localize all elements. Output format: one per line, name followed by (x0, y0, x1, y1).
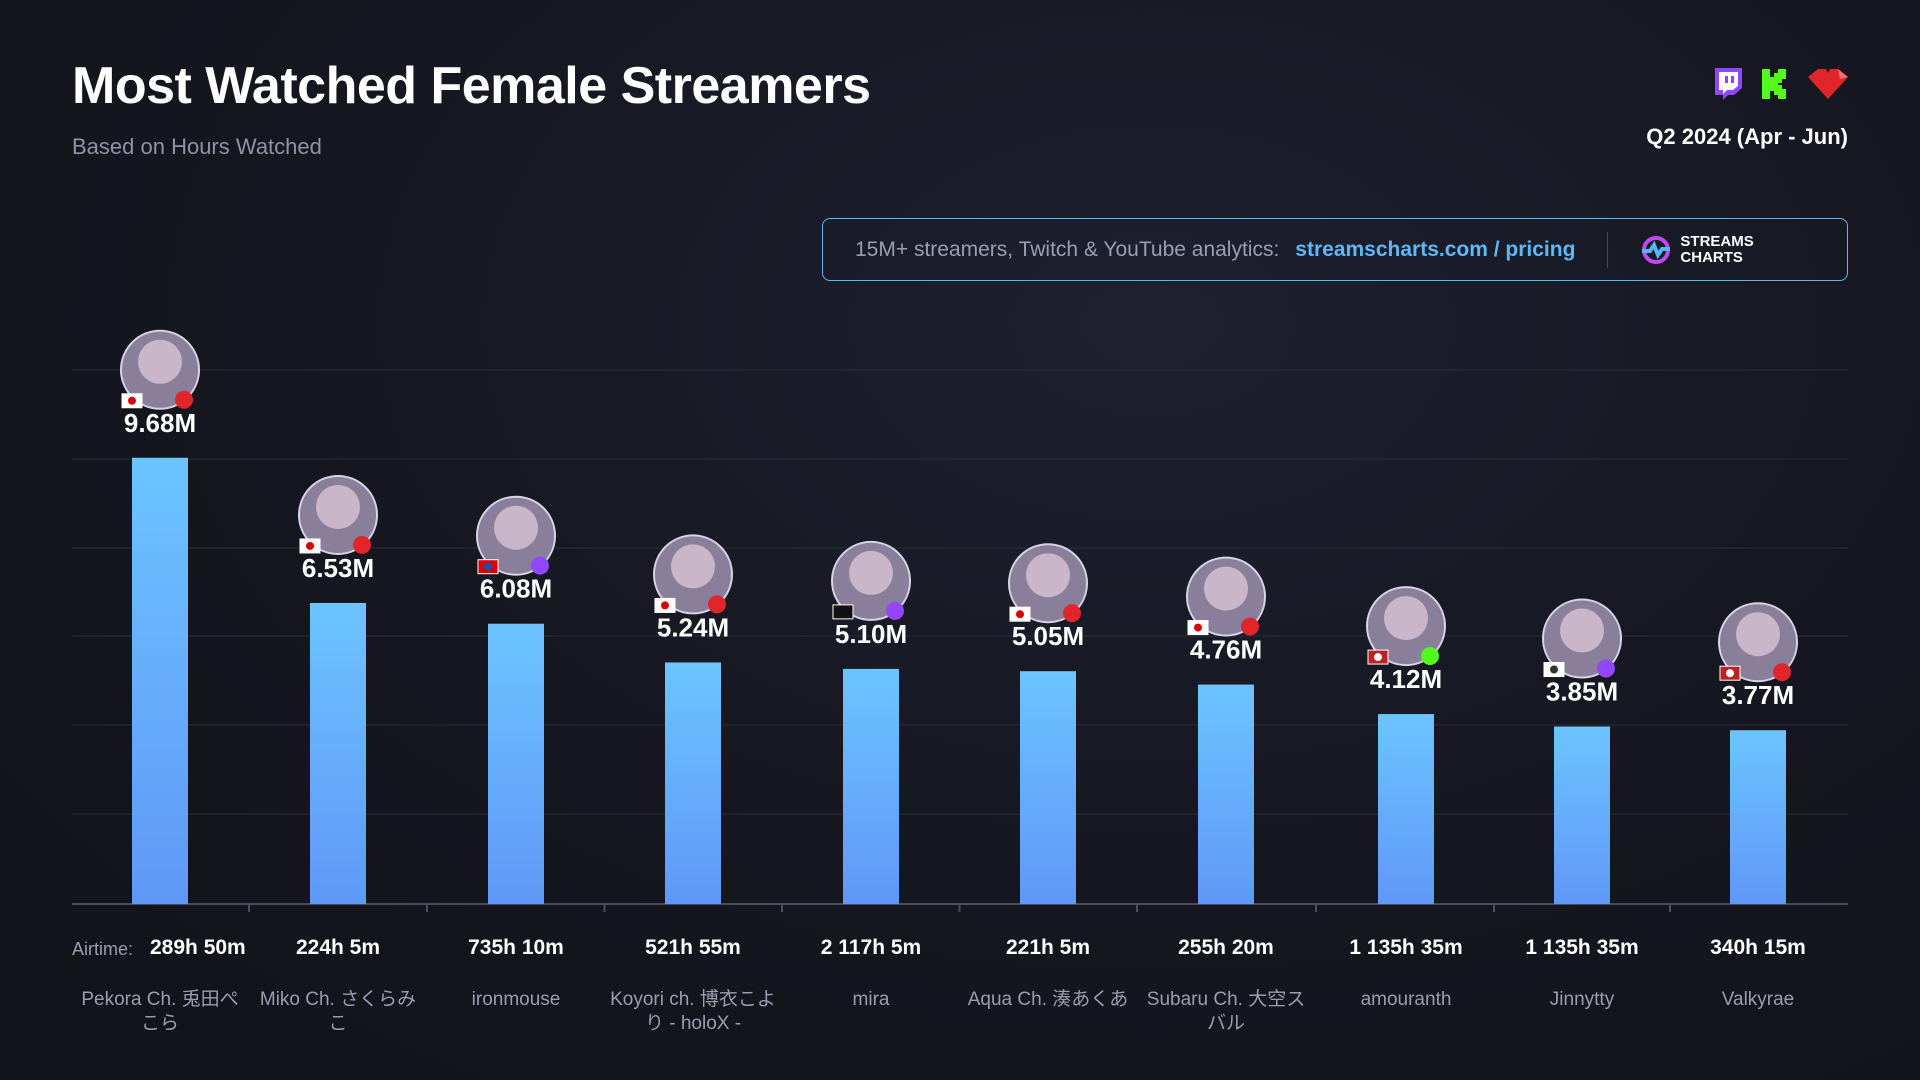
airtime-value: 255h 20m (1178, 936, 1274, 959)
youtube-icon (708, 595, 726, 614)
country-flag-icon (832, 604, 854, 620)
value-label: 3.77M (1722, 680, 1794, 710)
value-label: 3.85M (1546, 677, 1618, 707)
country-flag-icon (1543, 662, 1565, 678)
period-label: Q2 2024 (Apr - Jun) (1646, 124, 1848, 149)
avatar-face (316, 484, 360, 529)
bar[interactable] (1198, 684, 1254, 904)
logo-text: STREAMS CHARTS (1680, 232, 1754, 266)
avatar-face (1204, 566, 1248, 611)
twitch-icon (886, 601, 904, 620)
pricing-link[interactable]: streamscharts.com / pricing (1295, 237, 1576, 261)
streamer-name[interactable]: Miko Ch. さくらみこ (259, 989, 417, 1034)
avatar-face (1560, 608, 1604, 653)
airtime-value: 224h 5m (295, 936, 381, 959)
value-label: 5.10M (835, 619, 907, 649)
promo-banner[interactable]: 15M+ streamers, Twitch & YouTube analyti… (822, 218, 1848, 281)
value-label: 6.08M (480, 574, 552, 604)
streamer-name[interactable]: Aqua Ch. 湊あくあ (967, 989, 1129, 1010)
value-label: 4.12M (1370, 664, 1442, 694)
country-flag-icon (1719, 665, 1741, 681)
country-flag-icon (1187, 620, 1209, 636)
streamer-name[interactable]: Koyori ch. 博衣こより - holoX - (610, 989, 776, 1034)
country-flag-icon (654, 597, 676, 613)
streamer-name[interactable]: amouranth (1360, 989, 1452, 1010)
avatar-face (849, 550, 893, 595)
value-label: 4.76M (1190, 635, 1262, 665)
platform-icons (1712, 68, 1848, 100)
kick-icon (1421, 647, 1439, 666)
twitch-icon (531, 556, 549, 575)
kick-icon (1762, 69, 1786, 99)
page-subtitle: Based on Hours Watched (72, 134, 322, 159)
value-label: 9.68M (124, 408, 196, 438)
avatar-face (671, 544, 715, 589)
bar[interactable] (488, 623, 544, 904)
bar[interactable] (665, 662, 721, 904)
airtime-value: 340h 15m (1710, 936, 1806, 959)
youtube-icon (1808, 69, 1848, 99)
value-label: 5.05M (1012, 621, 1084, 651)
country-flag-icon (1009, 606, 1031, 622)
streams-charts-logo-icon (1642, 235, 1671, 264)
bar[interactable] (1378, 714, 1434, 904)
airtime-value: 289h 50m (150, 936, 246, 959)
avatar-face (494, 505, 538, 550)
airtime-value: 1 135h 35m (1349, 936, 1463, 959)
bar[interactable] (132, 457, 188, 904)
avatar-face (1384, 596, 1428, 641)
youtube-icon (1241, 617, 1259, 636)
avatar-face (138, 339, 182, 384)
youtube-icon (1773, 663, 1791, 682)
avatar-face (1026, 553, 1070, 598)
airtime-value: 521h 55m (645, 936, 741, 959)
bar[interactable] (1020, 671, 1076, 904)
bar[interactable] (843, 668, 899, 904)
airtime-value: 221h 5m (1005, 936, 1091, 959)
airtime-value: 1 135h 35m (1525, 936, 1639, 959)
streamer-name[interactable]: ironmouse (471, 989, 561, 1010)
bar[interactable] (310, 602, 366, 904)
country-flag-icon (299, 538, 321, 554)
avatar-face (1736, 612, 1780, 657)
twitch-icon (1597, 659, 1615, 678)
streamer-name[interactable]: Jinnytty (1549, 989, 1615, 1010)
page-title: Most Watched Female Streamers (72, 57, 871, 115)
streamer-name[interactable]: Pekora Ch. 兎田ぺこら (81, 989, 239, 1034)
airtime-label: Airtime: (72, 939, 134, 959)
airtime-value: 2 117h 5m (820, 936, 922, 959)
streamer-name[interactable]: Subaru Ch. 大空スバル (1146, 989, 1306, 1034)
twitch-icon (1715, 68, 1742, 100)
country-flag-icon (477, 559, 499, 575)
value-label: 6.53M (302, 553, 374, 583)
streamer-name[interactable]: mira (852, 989, 890, 1010)
streams-charts-logo: STREAMS CHARTS (1640, 232, 1770, 266)
bar[interactable] (1554, 726, 1610, 904)
streamer-name[interactable]: Valkyrae (1721, 989, 1795, 1010)
value-label: 5.24M (657, 612, 729, 642)
bar[interactable] (1730, 730, 1786, 904)
youtube-icon (175, 390, 193, 409)
banner-divider (1607, 231, 1609, 268)
youtube-icon (353, 535, 371, 554)
country-flag-icon (121, 393, 143, 409)
country-flag-icon (1367, 649, 1389, 665)
youtube-icon (1063, 604, 1081, 623)
banner-text: 15M+ streamers, Twitch & YouTube analyti… (855, 237, 1280, 261)
airtime-value: 735h 10m (468, 936, 564, 959)
